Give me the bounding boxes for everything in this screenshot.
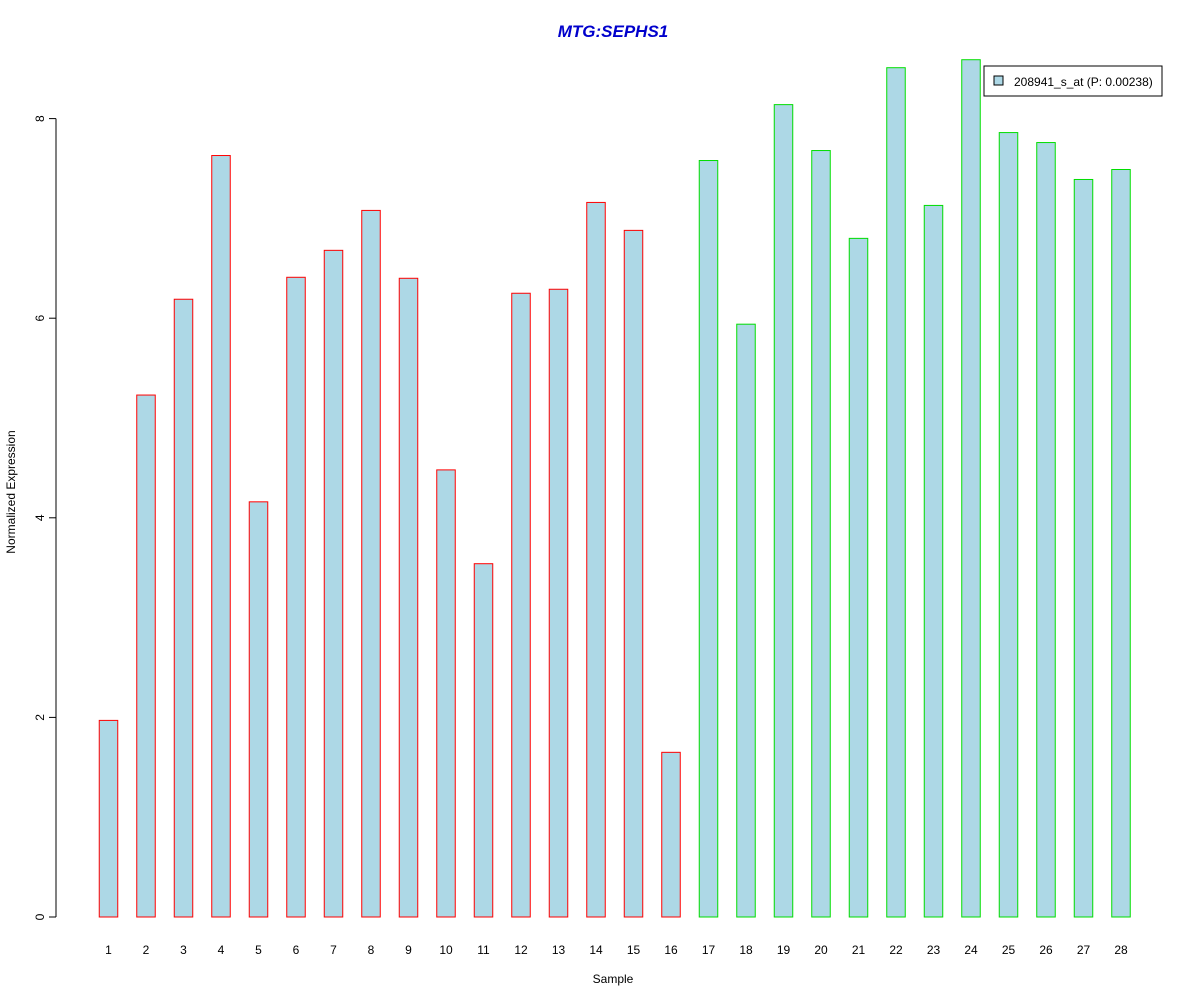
x-axis-label: Sample (593, 972, 634, 986)
x-tick-label: 2 (143, 943, 150, 957)
x-tick-label: 1 (105, 943, 112, 957)
x-tick-label: 25 (1002, 943, 1016, 957)
bar-sample-22 (886, 67, 906, 918)
bar-sample-9 (398, 277, 419, 918)
bar-sample-4 (211, 155, 231, 918)
y-tick-label: 8 (33, 115, 47, 122)
bar-sample-15 (623, 229, 644, 918)
bar-sample-2 (136, 394, 156, 918)
y-tick-label: 0 (33, 913, 47, 920)
x-tick-label: 22 (889, 943, 903, 957)
x-tick-label: 24 (964, 943, 978, 957)
x-tick-label: 11 (477, 943, 490, 957)
bar-sample-1 (98, 719, 119, 918)
y-tick-label: 6 (33, 315, 47, 322)
bar-sample-24 (961, 59, 981, 918)
x-tick-label: 26 (1039, 943, 1053, 957)
x-tick-label: 7 (330, 943, 337, 957)
x-tick-label: 19 (777, 943, 791, 957)
x-tick-label: 8 (368, 943, 375, 957)
bar-sample-23 (923, 204, 944, 918)
legend-label: 208941_s_at (P: 0.00238) (1014, 75, 1153, 89)
x-tick-labels: 1 2 3 4 5 6 7 8 9 10 11 12 13 14 15 16 17 18 19 20 21 22 23 24 2… (105, 943, 1128, 957)
bar-sample-14 (586, 201, 606, 918)
x-tick-label: 12 (514, 943, 528, 957)
x-tick-label: 10 (439, 943, 453, 957)
bar-sample-5 (248, 501, 269, 918)
x-tick-label: 18 (739, 943, 753, 957)
bars (98, 59, 1131, 918)
bar-sample-3 (173, 298, 194, 918)
x-tick-label: 28 (1114, 943, 1128, 957)
y-tick-label: 4 (33, 514, 47, 521)
x-tick-label: 14 (589, 943, 603, 957)
x-tick-label: 3 (180, 943, 187, 957)
bar-sample-21 (848, 237, 869, 918)
x-tick-label: 6 (293, 943, 300, 957)
bar-sample-19 (773, 104, 794, 918)
bar-sample-10 (436, 469, 456, 918)
x-tick-label: 21 (852, 943, 866, 957)
x-tick-label: 4 (218, 943, 225, 957)
bar-sample-6 (286, 276, 306, 918)
x-tick-label: 16 (664, 943, 678, 957)
bar-sample-27 (1073, 178, 1094, 918)
bar-sample-13 (548, 288, 569, 918)
bar-sample-25 (998, 132, 1019, 918)
bar-sample-26 (1036, 142, 1056, 918)
legend-swatch (993, 75, 1004, 86)
x-tick-label: 13 (552, 943, 566, 957)
bar-sample-18 (736, 323, 756, 918)
x-tick-label: 9 (405, 943, 412, 957)
x-tick-label: 15 (627, 943, 641, 957)
y-tick-label: 2 (33, 714, 47, 721)
legend: 208941_s_at (P: 0.00238) (983, 65, 1163, 97)
bar-sample-16 (661, 751, 681, 918)
x-tick-label: 27 (1077, 943, 1091, 957)
y-axis: 0 2 4 6 8 (33, 115, 57, 920)
bar-sample-12 (511, 292, 531, 918)
x-tick-label: 5 (255, 943, 262, 957)
chart-title: MTG:SEPHS1 (558, 22, 669, 41)
x-tick-label: 17 (702, 943, 716, 957)
x-tick-label: 20 (814, 943, 828, 957)
y-axis-label: Normalized Expression (4, 430, 18, 553)
legend-box (983, 65, 1163, 97)
bar-sample-7 (323, 249, 344, 918)
bar-sample-17 (698, 160, 719, 918)
bar-sample-28 (1111, 168, 1131, 918)
bar-sample-11 (473, 563, 494, 918)
bar-sample-20 (811, 150, 831, 918)
x-tick-label: 23 (927, 943, 941, 957)
bar-sample-8 (361, 209, 381, 918)
